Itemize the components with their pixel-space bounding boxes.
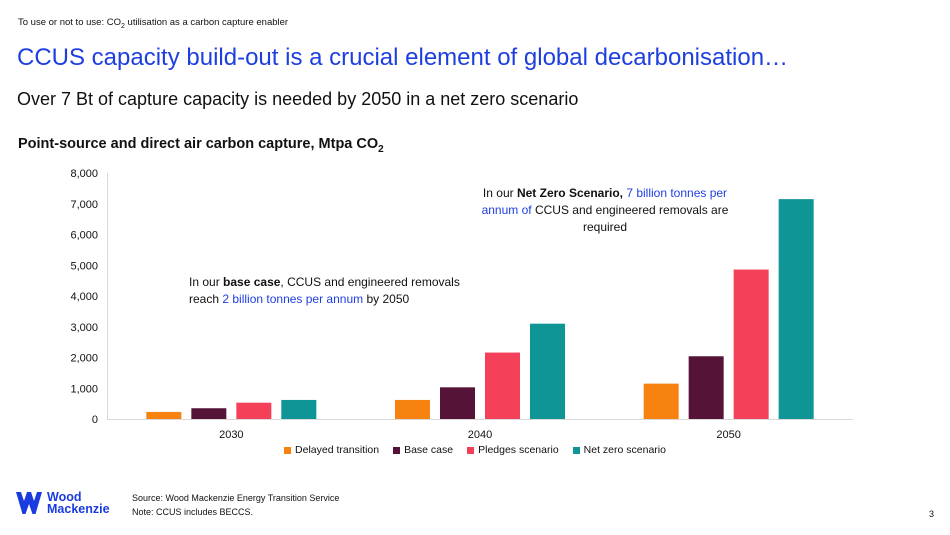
y-tick-label: 0 bbox=[92, 414, 98, 426]
bar bbox=[191, 408, 227, 419]
bar bbox=[530, 323, 565, 419]
y-tick-label: 7,000 bbox=[70, 199, 98, 211]
legend-swatch bbox=[393, 446, 401, 454]
legend-label: Pledges scenario bbox=[478, 444, 559, 456]
bar bbox=[688, 356, 724, 419]
wood-mackenzie-logo-icon bbox=[16, 492, 42, 514]
page-title: CCUS capacity build-out is a crucial ele… bbox=[17, 44, 789, 71]
footer-notes: Source: Wood Mackenzie Energy Transition… bbox=[132, 491, 339, 519]
y-tick-label: 6,000 bbox=[70, 230, 98, 242]
legend-item: Pledges scenario bbox=[467, 444, 559, 456]
y-tick-label: 4,000 bbox=[70, 291, 98, 303]
logo-wordmark-line1: Wood bbox=[47, 490, 82, 504]
bar bbox=[485, 352, 520, 419]
legend-swatch bbox=[572, 446, 580, 454]
chart-title: Point-source and direct air carbon captu… bbox=[18, 136, 384, 155]
x-tick-label: 2030 bbox=[219, 429, 243, 440]
bar bbox=[778, 199, 814, 419]
source-note: Source: Wood Mackenzie Energy Transition… bbox=[132, 493, 340, 503]
wood-mackenzie-logo: Wood Mackenzie bbox=[16, 491, 110, 515]
y-tick-label: 8,000 bbox=[70, 168, 98, 180]
kicker-text: To use or not to use: CO2 utilisation as… bbox=[18, 17, 289, 30]
net-zero-annotation: In our Net Zero Scenario, 7 billion tonn… bbox=[481, 186, 729, 234]
ccus-note: Note: CCUS includes BECCS. bbox=[132, 507, 254, 517]
legend-item: Base case bbox=[393, 444, 453, 456]
x-tick-label: 2040 bbox=[468, 429, 492, 440]
y-tick-label: 1,000 bbox=[70, 383, 98, 395]
legend-item: Delayed transition bbox=[284, 444, 379, 456]
legend-label: Delayed transition bbox=[295, 444, 380, 456]
y-tick-label: 5,000 bbox=[70, 260, 98, 272]
bar-chart: 0 1,000 2,000 3,000 4,000 5,000 6,000 7,000 8,00… bbox=[70, 168, 853, 440]
y-tick-label: 2,000 bbox=[70, 353, 98, 365]
page-number: 3 bbox=[928, 509, 934, 519]
bar bbox=[643, 383, 679, 419]
page-subtitle: Over 7 Bt of capture capacity is needed … bbox=[17, 89, 579, 109]
bar bbox=[733, 269, 769, 419]
bar bbox=[395, 399, 430, 419]
y-tick-label: 3,000 bbox=[70, 322, 98, 334]
base-case-annotation: In our base case, CCUS and engineered re… bbox=[189, 275, 460, 306]
legend-swatch bbox=[467, 446, 475, 454]
chart-legend: Delayed transition Base case Pledges scena… bbox=[0, 444, 950, 456]
legend-item: Net zero scenario bbox=[572, 444, 666, 456]
x-tick-label: 2050 bbox=[716, 429, 740, 440]
bar bbox=[281, 399, 317, 419]
bar bbox=[440, 387, 475, 419]
bar bbox=[236, 402, 272, 419]
bar bbox=[146, 411, 182, 419]
legend-swatch bbox=[284, 446, 292, 454]
legend-label: Base case bbox=[404, 444, 454, 456]
legend-label: Net zero scenario bbox=[583, 444, 666, 456]
logo-wordmark-line2: Mackenzie bbox=[47, 502, 110, 516]
